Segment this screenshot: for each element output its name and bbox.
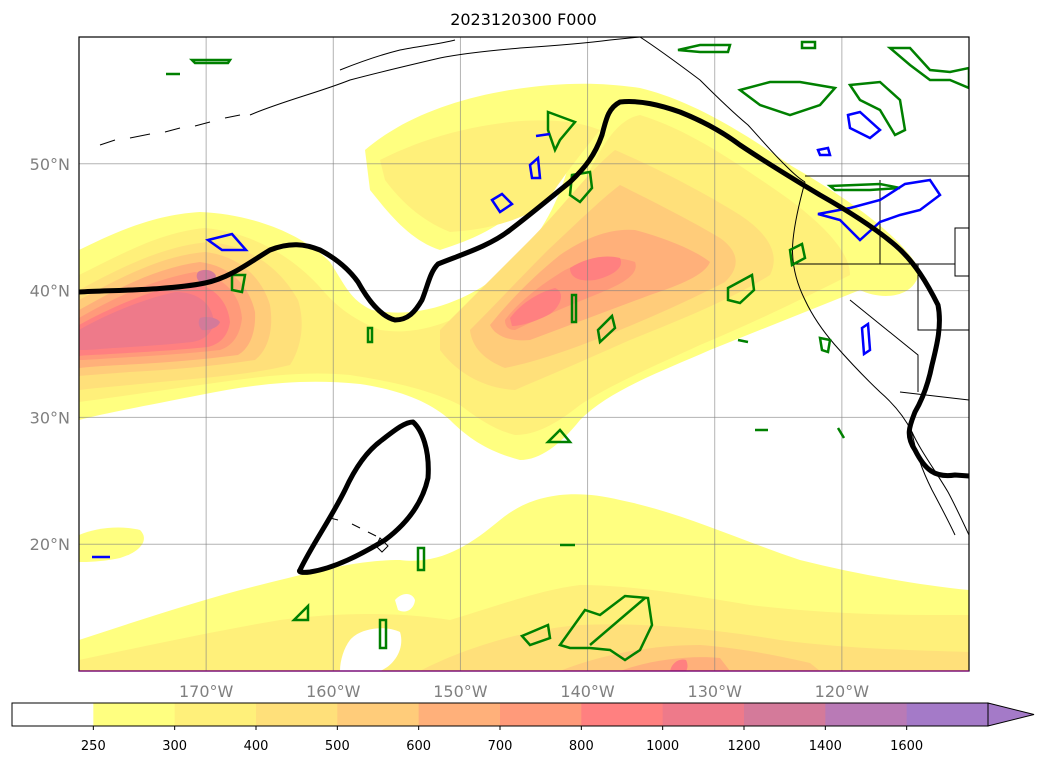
colorbar-segment (256, 703, 338, 726)
colorbar-segment (744, 703, 826, 726)
green-contour-16 (416, 546, 426, 572)
colorbar-segment (825, 703, 908, 726)
colorbar-segment (500, 703, 582, 726)
ivt-fill-south-800 (670, 659, 688, 671)
ivt-fill-center2-800 (570, 256, 622, 281)
colorbar-label: 1000 (646, 739, 679, 754)
green-contour-14 (570, 293, 578, 324)
blue-contour-5 (846, 110, 882, 140)
green-contour-layer (166, 40, 969, 662)
colorbar-segment (174, 703, 257, 726)
coastline-alaska-peninsula (339, 39, 456, 71)
gridlines (79, 37, 969, 671)
border-mexico (899, 391, 969, 401)
colorbar-segment (93, 703, 176, 726)
latitude-labels: 20°N 30°N 40°N 50°N (30, 155, 70, 554)
blue-contour-7 (816, 146, 832, 157)
green-contour-21 (589, 597, 646, 646)
latitude-label: 30°N (30, 408, 70, 427)
coastline-alaska-islands (99, 114, 241, 146)
jet-contour-main (79, 99, 969, 479)
green-contour-20 (557, 594, 654, 662)
green-contour-12 (788, 242, 807, 267)
coastline-hawaii (329, 517, 389, 553)
jet-contour-layer (79, 99, 969, 575)
colorbar-label: 1400 (809, 739, 842, 754)
border-state-3 (849, 299, 919, 392)
latitude-label: 40°N (30, 282, 70, 301)
green-contour-19 (519, 623, 552, 647)
colorbar-segment (581, 703, 664, 726)
green-contour-5 (847, 80, 907, 137)
green-contour-10 (726, 273, 756, 305)
green-contour-2 (677, 43, 732, 54)
longitude-label: 160°W (306, 682, 361, 701)
blue-contour-2 (490, 192, 514, 214)
green-contour-9 (230, 273, 247, 294)
green-contour-13 (544, 428, 573, 444)
ivt-gap-south2 (395, 594, 415, 612)
colorbar-segment (662, 703, 745, 726)
colorbar-label: 1200 (727, 739, 760, 754)
colorbar-label: 600 (406, 739, 431, 754)
colorbar-label: 800 (569, 739, 594, 754)
longitude-labels: 170°W 160°W 150°W 140°W 130°W 120°W (179, 682, 869, 701)
colorbar-label: 250 (81, 739, 106, 754)
green-contour-24 (166, 40, 846, 439)
longitude-label: 150°W (433, 682, 488, 701)
blue-contour-8 (860, 321, 872, 357)
ivt-fill-center-800 (510, 288, 562, 326)
green-contour-6 (546, 110, 578, 154)
ivt-fill-west-1000 (79, 292, 214, 350)
colorbar-label: 500 (325, 739, 350, 754)
border-state-2 (917, 264, 969, 331)
longitude-label: 130°W (688, 682, 743, 701)
border-layer (795, 175, 969, 401)
blue-contour-1 (205, 232, 249, 252)
green-contour-1 (188, 58, 233, 65)
colorbar-segment (337, 703, 420, 726)
green-contour-3 (737, 80, 838, 117)
map-layers (79, 37, 969, 671)
green-contour-18 (290, 602, 310, 622)
border-state-5 (954, 227, 969, 277)
green-contour-17 (378, 618, 388, 650)
colorbar-label: 400 (244, 739, 269, 754)
green-contour-11 (596, 313, 617, 345)
longitude-label: 140°W (560, 682, 615, 701)
colorbar-extend-arrow (987, 702, 1035, 727)
green-contour-7 (568, 170, 594, 204)
blue-contour-4 (535, 132, 551, 138)
blue-contour-3 (528, 155, 542, 180)
green-contour-8 (826, 182, 901, 192)
green-contour-23 (818, 336, 832, 354)
ivt-fill-layer (79, 83, 969, 671)
coastline-bc (639, 37, 806, 183)
green-contour-15 (366, 326, 374, 344)
chart-title: 2023120300 F000 (450, 10, 597, 29)
colorbar-segment (906, 703, 989, 726)
colorbar-segment (12, 703, 94, 726)
green-contour-4 (886, 46, 969, 90)
coastline-alaska-south (249, 37, 641, 116)
blue-contour-layer (92, 110, 942, 559)
jet-contour-loop (297, 419, 431, 575)
colorbar: 250 300 400 500 600 700 800 1000 1200 1400 1600 (11, 702, 1035, 754)
ivt-fill-west-1200 (198, 317, 220, 331)
blue-contour-6 (817, 178, 942, 242)
longitude-label: 120°W (815, 682, 870, 701)
longitude-label: 170°W (179, 682, 234, 701)
colorbar-label: 1600 (890, 739, 923, 754)
latitude-label: 20°N (30, 535, 70, 554)
ivt-fill-southwest-250 (79, 527, 144, 562)
latitude-label: 50°N (30, 155, 70, 174)
colorbar-label: 300 (162, 739, 187, 754)
colorbar-segment (418, 703, 501, 726)
colorbar-label: 700 (488, 739, 513, 754)
